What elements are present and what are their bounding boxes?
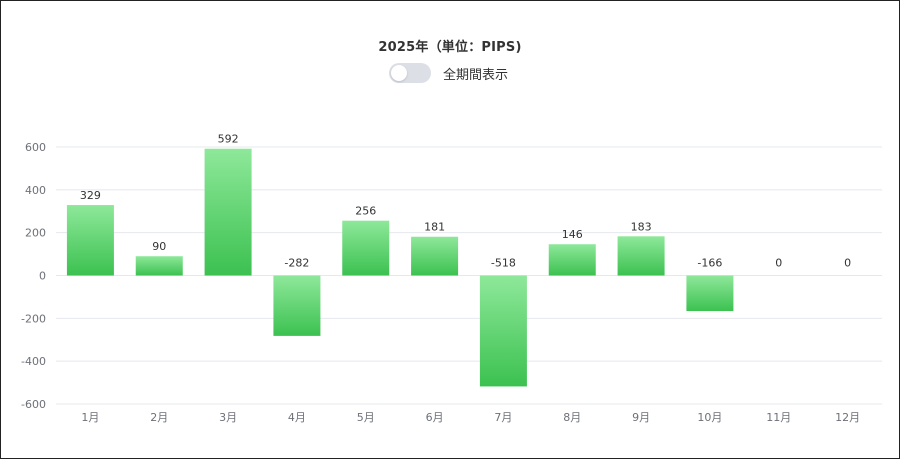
y-tick-label: 0: [39, 270, 46, 283]
data-label: -282: [284, 257, 309, 270]
show-all-period-toggle-row[interactable]: 全期間表示: [389, 62, 508, 84]
bar[interactable]: [273, 275, 321, 336]
x-tick-label: 2月: [150, 411, 168, 424]
x-axis: 1月 2月 3月 4月 5月 6月 7月 8月 9月 10月 11月 12月: [81, 411, 860, 424]
bar[interactable]: [135, 256, 183, 276]
data-label: -166: [697, 257, 722, 270]
x-tick-label: 1月: [81, 411, 99, 424]
data-label: 146: [562, 228, 583, 241]
bar[interactable]: [342, 220, 390, 276]
x-tick-label: 10月: [697, 411, 722, 424]
bar[interactable]: [617, 236, 665, 276]
y-tick-label: 400: [25, 184, 46, 197]
x-tick-label: 12月: [835, 411, 860, 424]
x-tick-label: 8月: [563, 411, 581, 424]
bar[interactable]: [204, 148, 252, 276]
x-tick-label: 9月: [632, 411, 650, 424]
x-tick-label: 4月: [288, 411, 306, 424]
y-tick-label: 600: [25, 141, 46, 154]
data-label: 0: [844, 257, 851, 270]
data-label: 256: [355, 205, 376, 218]
y-tick-label: -200: [21, 312, 46, 325]
data-label: -518: [491, 257, 516, 270]
chart-title: 2025年（単位：PIPS): [378, 40, 522, 55]
bar[interactable]: [548, 244, 596, 276]
grid-layer: [56, 146, 882, 405]
x-tick-label: 5月: [357, 411, 375, 424]
bar[interactable]: [479, 275, 527, 387]
x-tick-label: 7月: [494, 411, 512, 424]
x-tick-label: 6月: [426, 411, 444, 424]
show-all-period-toggle[interactable]: [389, 63, 431, 83]
x-tick-label: 3月: [219, 411, 237, 424]
data-label: 183: [631, 220, 652, 233]
y-tick-label: -400: [21, 355, 46, 368]
show-all-period-label: 全期間表示: [443, 67, 509, 83]
data-label: 329: [80, 189, 101, 202]
data-label: 181: [424, 221, 445, 234]
y-tick-label: 200: [25, 227, 46, 240]
y-tick-label: -600: [21, 398, 46, 411]
data-label: 0: [775, 257, 782, 270]
y-axis: 600 400 200 0 -200 -400 -600: [21, 141, 46, 411]
bar[interactable]: [411, 236, 459, 276]
bar[interactable]: [686, 275, 734, 312]
data-label: 90: [152, 240, 166, 253]
data-label: 592: [218, 133, 239, 146]
bar[interactable]: [66, 205, 114, 276]
data-labels: 329 90 592 -282 256 181 -518 146 183 -166 0 0: [80, 133, 851, 270]
x-tick-label: 11月: [766, 411, 791, 424]
toggle-knob: [391, 65, 407, 81]
bars: [66, 148, 734, 387]
